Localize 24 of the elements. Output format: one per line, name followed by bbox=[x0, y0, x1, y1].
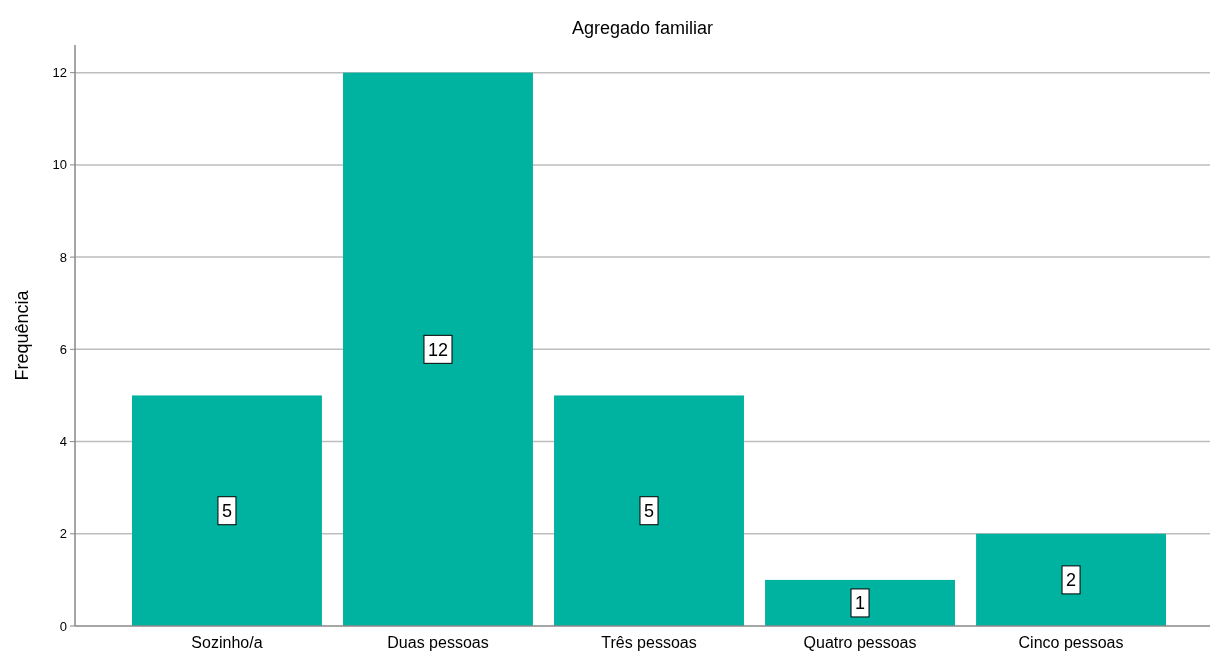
data-label: 5 bbox=[643, 501, 655, 522]
y-tick-label: 6 bbox=[59, 341, 67, 357]
bar bbox=[976, 533, 1166, 626]
y-axis-title: Frequência bbox=[12, 289, 32, 381]
chart-title: Agregado familiar bbox=[571, 18, 714, 38]
y-tick-label: 4 bbox=[59, 434, 67, 450]
data-label: 12 bbox=[427, 339, 448, 360]
bar bbox=[554, 395, 744, 626]
bar bbox=[132, 395, 322, 626]
x-tick-label: Cinco pessoas bbox=[1018, 634, 1124, 651]
x-tick-label: Duas pessoas bbox=[387, 634, 489, 651]
data-label: 2 bbox=[1066, 570, 1077, 591]
x-tick-label: Sozinho/a bbox=[191, 634, 263, 651]
data-label: 5 bbox=[221, 501, 232, 522]
y-tick-label: 0 bbox=[59, 618, 67, 634]
y-tick-label: 10 bbox=[52, 157, 67, 173]
y-tick-label: 12 bbox=[52, 65, 67, 81]
bar bbox=[343, 72, 533, 626]
x-tick-label: Três pessoas bbox=[601, 634, 697, 651]
x-tick-label: Quatro pessoas bbox=[803, 634, 917, 651]
y-tick-label: 8 bbox=[59, 249, 67, 265]
y-tick-label: 2 bbox=[59, 526, 67, 542]
data-label: 1 bbox=[855, 593, 866, 614]
bar bbox=[765, 579, 955, 626]
